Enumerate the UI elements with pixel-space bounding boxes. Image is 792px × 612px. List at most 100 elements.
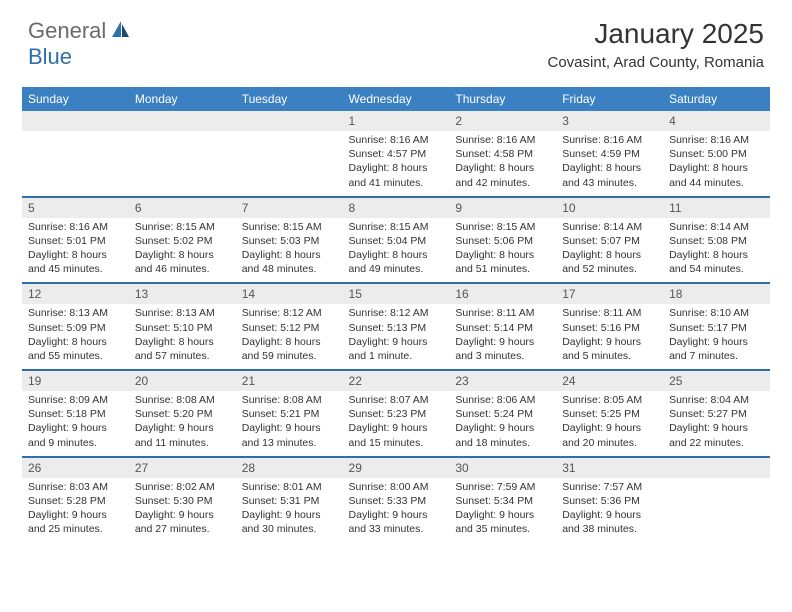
sunrise-text: Sunrise: 8:13 AM — [135, 306, 230, 320]
day-detail: Sunrise: 8:15 AMSunset: 5:06 PMDaylight:… — [449, 218, 556, 284]
location-label: Covasint, Arad County, Romania — [548, 54, 765, 71]
day-number: 6 — [129, 198, 236, 218]
day-detail-row: Sunrise: 8:09 AMSunset: 5:18 PMDaylight:… — [22, 391, 770, 457]
day-number: 29 — [343, 458, 450, 478]
day-number: 9 — [449, 198, 556, 218]
daylight-line2: and 51 minutes. — [455, 262, 550, 276]
daylight-line2: and 5 minutes. — [562, 349, 657, 363]
page-header: General January 2025 Covasint, Arad Coun… — [0, 0, 792, 79]
day-detail-row: Sunrise: 8:13 AMSunset: 5:09 PMDaylight:… — [22, 304, 770, 370]
sunrise-text: Sunrise: 8:09 AM — [28, 393, 123, 407]
day-detail: Sunrise: 8:15 AMSunset: 5:02 PMDaylight:… — [129, 218, 236, 284]
daylight-line1: Daylight: 9 hours — [562, 508, 657, 522]
day-detail — [663, 478, 770, 543]
sunrise-text: Sunrise: 8:14 AM — [669, 220, 764, 234]
day-of-week-header: Wednesday — [343, 87, 450, 111]
sunrise-text: Sunrise: 8:05 AM — [562, 393, 657, 407]
daylight-line2: and 20 minutes. — [562, 436, 657, 450]
day-detail: Sunrise: 8:16 AMSunset: 4:57 PMDaylight:… — [343, 131, 450, 197]
day-number: 31 — [556, 458, 663, 478]
day-detail — [129, 131, 236, 197]
day-number-row: 567891011 — [22, 198, 770, 218]
sunset-text: Sunset: 5:06 PM — [455, 234, 550, 248]
day-number: 8 — [343, 198, 450, 218]
day-detail: Sunrise: 8:14 AMSunset: 5:07 PMDaylight:… — [556, 218, 663, 284]
sunset-text: Sunset: 5:36 PM — [562, 494, 657, 508]
day-detail: Sunrise: 8:15 AMSunset: 5:04 PMDaylight:… — [343, 218, 450, 284]
day-number: 13 — [129, 284, 236, 304]
daylight-line2: and 13 minutes. — [242, 436, 337, 450]
daylight-line1: Daylight: 9 hours — [135, 421, 230, 435]
day-detail: Sunrise: 8:16 AMSunset: 4:59 PMDaylight:… — [556, 131, 663, 197]
day-number: 20 — [129, 371, 236, 391]
sunrise-text: Sunrise: 8:12 AM — [349, 306, 444, 320]
day-number: 18 — [663, 284, 770, 304]
daylight-line2: and 49 minutes. — [349, 262, 444, 276]
sunrise-text: Sunrise: 8:14 AM — [562, 220, 657, 234]
daylight-line1: Daylight: 9 hours — [669, 421, 764, 435]
sunrise-text: Sunrise: 8:16 AM — [349, 133, 444, 147]
day-number: 15 — [343, 284, 450, 304]
sunset-text: Sunset: 5:21 PM — [242, 407, 337, 421]
day-detail: Sunrise: 8:01 AMSunset: 5:31 PMDaylight:… — [236, 478, 343, 543]
daylight-line2: and 55 minutes. — [28, 349, 123, 363]
day-detail: Sunrise: 8:16 AMSunset: 5:00 PMDaylight:… — [663, 131, 770, 197]
sunset-text: Sunset: 5:00 PM — [669, 147, 764, 161]
day-detail: Sunrise: 8:03 AMSunset: 5:28 PMDaylight:… — [22, 478, 129, 543]
sunrise-text: Sunrise: 8:01 AM — [242, 480, 337, 494]
daylight-line1: Daylight: 8 hours — [349, 248, 444, 262]
sunset-text: Sunset: 5:34 PM — [455, 494, 550, 508]
day-detail: Sunrise: 8:11 AMSunset: 5:14 PMDaylight:… — [449, 304, 556, 370]
daylight-line2: and 46 minutes. — [135, 262, 230, 276]
sunset-text: Sunset: 5:30 PM — [135, 494, 230, 508]
day-number: 28 — [236, 458, 343, 478]
sunrise-text: Sunrise: 7:59 AM — [455, 480, 550, 494]
day-number: 3 — [556, 111, 663, 131]
daylight-line2: and 27 minutes. — [135, 522, 230, 536]
month-title: January 2025 — [548, 18, 765, 50]
daylight-line2: and 1 minute. — [349, 349, 444, 363]
sunset-text: Sunset: 5:31 PM — [242, 494, 337, 508]
day-number: 2 — [449, 111, 556, 131]
day-number-row: 12131415161718 — [22, 284, 770, 304]
day-number — [236, 111, 343, 131]
day-detail: Sunrise: 8:16 AMSunset: 4:58 PMDaylight:… — [449, 131, 556, 197]
sunrise-text: Sunrise: 8:11 AM — [562, 306, 657, 320]
sunset-text: Sunset: 5:08 PM — [669, 234, 764, 248]
day-detail: Sunrise: 7:57 AMSunset: 5:36 PMDaylight:… — [556, 478, 663, 543]
daylight-line1: Daylight: 9 hours — [455, 335, 550, 349]
day-detail: Sunrise: 8:12 AMSunset: 5:13 PMDaylight:… — [343, 304, 450, 370]
day-detail: Sunrise: 8:10 AMSunset: 5:17 PMDaylight:… — [663, 304, 770, 370]
daylight-line1: Daylight: 9 hours — [562, 335, 657, 349]
sunset-text: Sunset: 5:10 PM — [135, 321, 230, 335]
day-number-row: 262728293031 — [22, 458, 770, 478]
daylight-line2: and 30 minutes. — [242, 522, 337, 536]
sunset-text: Sunset: 5:28 PM — [28, 494, 123, 508]
daylight-line2: and 3 minutes. — [455, 349, 550, 363]
daylight-line1: Daylight: 8 hours — [455, 161, 550, 175]
sunrise-text: Sunrise: 8:16 AM — [28, 220, 123, 234]
sunset-text: Sunset: 5:25 PM — [562, 407, 657, 421]
day-detail: Sunrise: 8:05 AMSunset: 5:25 PMDaylight:… — [556, 391, 663, 457]
daylight-line1: Daylight: 8 hours — [135, 248, 230, 262]
sunrise-text: Sunrise: 8:12 AM — [242, 306, 337, 320]
sunrise-text: Sunrise: 8:16 AM — [562, 133, 657, 147]
daylight-line1: Daylight: 9 hours — [455, 421, 550, 435]
logo: General — [28, 18, 134, 44]
sunset-text: Sunset: 5:04 PM — [349, 234, 444, 248]
day-number: 4 — [663, 111, 770, 131]
sunrise-text: Sunrise: 8:16 AM — [455, 133, 550, 147]
day-detail: Sunrise: 8:13 AMSunset: 5:09 PMDaylight:… — [22, 304, 129, 370]
daylight-line1: Daylight: 8 hours — [562, 248, 657, 262]
day-number — [663, 458, 770, 478]
daylight-line1: Daylight: 8 hours — [242, 248, 337, 262]
sunset-text: Sunset: 5:14 PM — [455, 321, 550, 335]
day-number: 25 — [663, 371, 770, 391]
sunrise-text: Sunrise: 7:57 AM — [562, 480, 657, 494]
day-number — [22, 111, 129, 131]
daylight-line1: Daylight: 9 hours — [669, 335, 764, 349]
daylight-line2: and 44 minutes. — [669, 176, 764, 190]
sunrise-text: Sunrise: 8:15 AM — [349, 220, 444, 234]
day-number — [129, 111, 236, 131]
sunrise-text: Sunrise: 8:00 AM — [349, 480, 444, 494]
